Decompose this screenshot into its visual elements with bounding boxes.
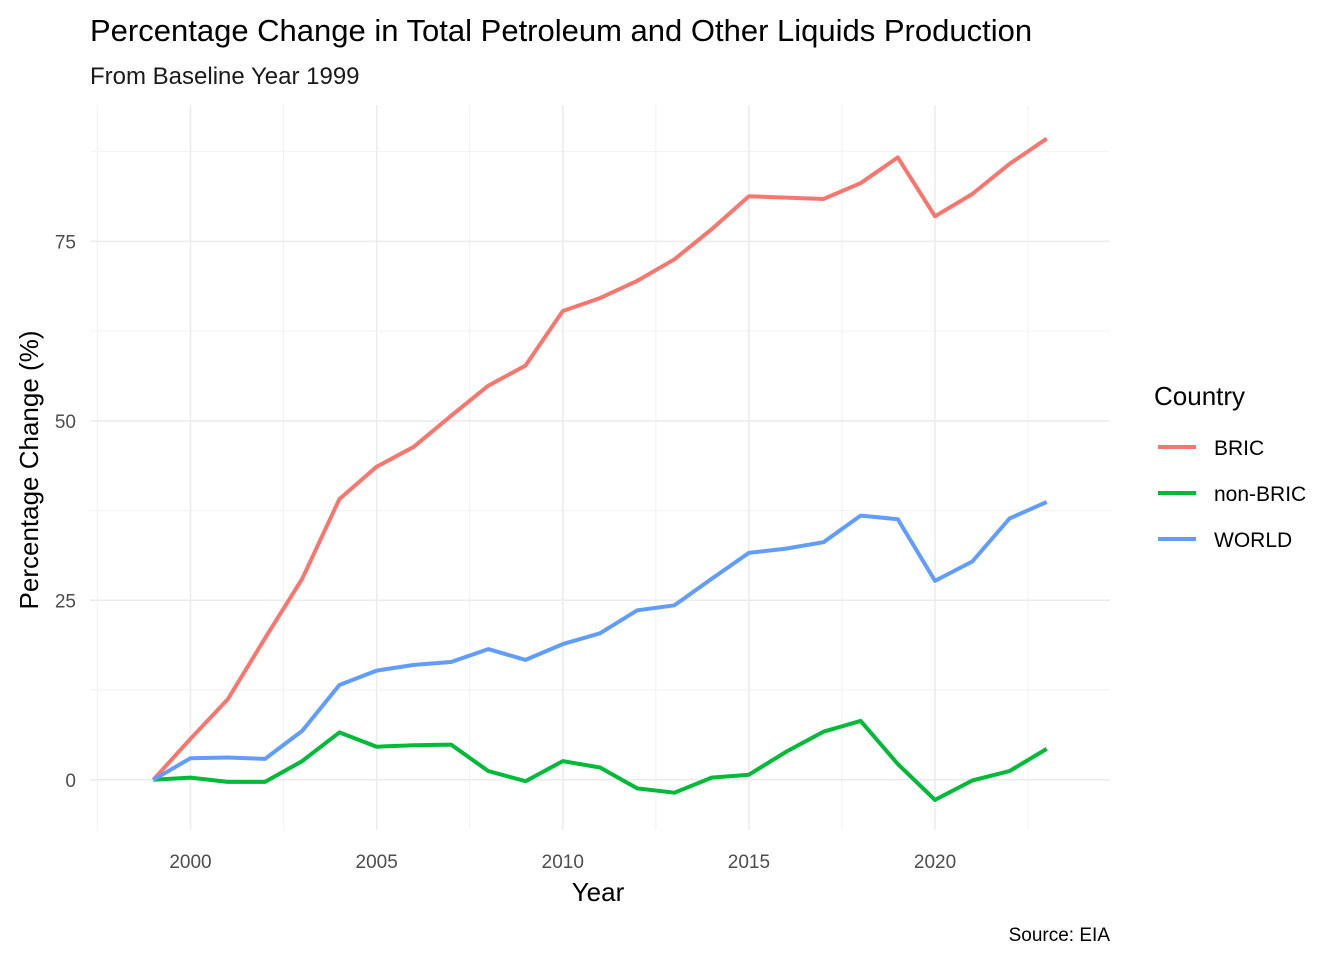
series-lines xyxy=(151,137,1048,802)
x-tick-label: 2005 xyxy=(356,852,398,873)
chart-subtitle: From Baseline Year 1999 xyxy=(90,63,360,90)
y-tick-label: 25 xyxy=(55,591,76,612)
legend-title: Country xyxy=(1154,381,1245,411)
x-axis-ticks: 2000 2005 2010 2015 2020 xyxy=(169,852,956,873)
x-tick-label: 2020 xyxy=(914,852,956,873)
series-line-non-bric xyxy=(153,718,1048,802)
legend: Country BRIC non-BRIC WORLD xyxy=(1154,381,1306,552)
legend-label-world: WORLD xyxy=(1214,529,1292,552)
gridlines xyxy=(90,105,1110,830)
plot-panel xyxy=(90,105,1110,830)
x-axis-title: Year xyxy=(572,877,625,907)
y-tick-label: 75 xyxy=(55,232,76,253)
x-tick-label: 2015 xyxy=(728,852,770,873)
series-line-world xyxy=(152,500,1048,782)
y-tick-label: 0 xyxy=(65,771,76,792)
y-tick-label: 50 xyxy=(55,412,76,433)
legend-label-non-bric: non-BRIC xyxy=(1214,483,1306,506)
chart-title: Percentage Change in Total Petroleum and… xyxy=(90,13,1032,48)
source-caption: Source: EIA xyxy=(1009,925,1111,946)
y-axis-ticks: 0 25 50 75 xyxy=(55,232,76,791)
series-line-bric xyxy=(151,137,1048,782)
x-tick-label: 2010 xyxy=(542,852,584,873)
y-axis-title: Percentage Change (%) xyxy=(14,331,44,610)
legend-label-bric: BRIC xyxy=(1214,437,1264,460)
x-tick-label: 2000 xyxy=(169,852,211,873)
legend-items: BRIC non-BRIC WORLD xyxy=(1158,437,1306,552)
